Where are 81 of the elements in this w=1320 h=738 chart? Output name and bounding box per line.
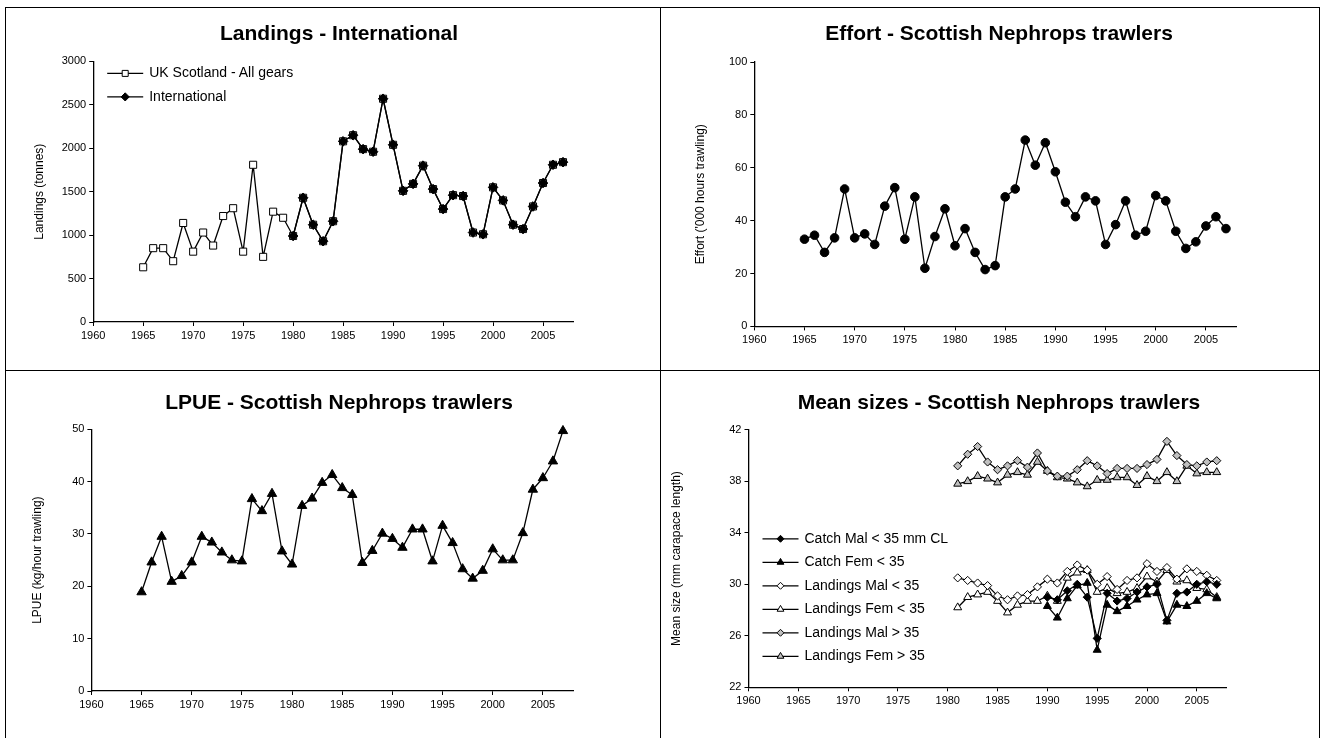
x-tick-label: 2005 — [1184, 693, 1210, 706]
y-tick-label: 80 — [735, 107, 748, 120]
y-tick-label: 0 — [741, 319, 748, 332]
y-tick-label: 38 — [729, 474, 742, 487]
chart-title: Landings - International — [219, 21, 459, 45]
y-tick-label: 3000 — [61, 54, 87, 67]
y-tick-label: 20 — [735, 266, 748, 279]
x-tick-label: 1970 — [179, 697, 204, 710]
x-tick-label: 1960 — [736, 693, 761, 706]
x-tick-label: 1965 — [130, 328, 156, 341]
y-axis-title: Mean size (mm carapace length) — [669, 471, 684, 646]
y-tick-label: 1000 — [61, 228, 87, 241]
y-tick-label: 2500 — [61, 97, 87, 110]
x-tick-label: 1975 — [892, 333, 918, 346]
x-tick-label: 1960 — [80, 328, 106, 341]
y-tick-label: 1500 — [61, 184, 87, 197]
y-tick-label: 22 — [729, 680, 742, 693]
y-axis-title: Landings (tonnes) — [31, 143, 46, 240]
legend-label: International — [149, 87, 227, 104]
x-tick-label: 1985 — [330, 328, 356, 341]
x-tick-label: 1990 — [380, 328, 406, 341]
x-tick-label: 1995 — [430, 328, 456, 341]
x-tick-label: 1990 — [1035, 693, 1060, 706]
x-tick-label: 1975 — [229, 697, 255, 710]
y-tick-label: 30 — [729, 577, 742, 590]
x-tick-label: 1970 — [835, 693, 861, 706]
y-tick-label: 500 — [67, 271, 87, 284]
x-tick-label: 1990 — [380, 697, 405, 710]
x-tick-label: 1995 — [1084, 693, 1110, 706]
x-tick-label: 1990 — [1043, 333, 1068, 346]
y-tick-label: 40 — [72, 474, 85, 487]
x-tick-label: 2005 — [530, 328, 556, 341]
y-tick-label: 34 — [729, 525, 742, 538]
y-tick-label: 10 — [72, 631, 85, 644]
legend-label: Catch Fem < 35 — [804, 553, 905, 570]
legend-label: Landings Fem > 35 — [804, 647, 925, 664]
x-tick-label: 1970 — [180, 328, 206, 341]
x-tick-label: 1985 — [329, 697, 355, 710]
chart-title: Mean sizes - Scottish Nephrops trawlers — [796, 390, 1202, 414]
y-tick-label: 60 — [735, 160, 748, 173]
legend-label: Landings Mal > 35 — [804, 623, 920, 640]
legend-label: UK Scotland - All gears — [149, 64, 294, 81]
legend-label: Catch Mal < 35 mm CL — [804, 529, 949, 546]
x-tick-label: 1965 — [792, 333, 817, 346]
y-tick-label: 50 — [72, 422, 85, 435]
legend-label: Landings Fem < 35 — [804, 600, 925, 617]
x-tick-label: 2000 — [480, 697, 505, 710]
x-tick-label: 1980 — [942, 333, 968, 346]
x-tick-label: 1980 — [279, 697, 305, 710]
chart-title: LPUE - Scottish Nephrops trawlers — [164, 390, 514, 414]
legend-label: Landings Mal < 35 — [804, 576, 920, 593]
y-tick-label: 0 — [78, 684, 85, 697]
x-tick-label: 1970 — [842, 333, 867, 346]
x-tick-label: 1965 — [786, 693, 811, 706]
y-tick-label: 2000 — [61, 141, 87, 154]
y-axis-title: LPUE (kg/hour trawling) — [29, 496, 44, 624]
x-tick-label: 2000 — [480, 328, 506, 341]
x-tick-label: 1985 — [992, 333, 1018, 346]
y-tick-label: 26 — [729, 628, 742, 641]
x-tick-label: 1995 — [1093, 333, 1118, 346]
y-tick-label: 40 — [735, 213, 748, 226]
x-tick-label: 1985 — [985, 693, 1010, 706]
x-tick-label: 2000 — [1134, 693, 1160, 706]
y-tick-label: 30 — [72, 527, 85, 540]
x-tick-label: 1980 — [935, 693, 960, 706]
y-tick-label: 42 — [729, 422, 742, 435]
x-tick-label: 2005 — [530, 697, 556, 710]
x-tick-label: 1980 — [280, 328, 306, 341]
x-tick-label: 1995 — [430, 697, 455, 710]
x-tick-label: 1960 — [742, 333, 767, 346]
x-tick-label: 2005 — [1193, 333, 1219, 346]
y-axis-title: Effort ('000 hours trawling) — [692, 124, 707, 265]
x-tick-label: 1975 — [230, 328, 256, 341]
y-tick-label: 20 — [72, 579, 85, 592]
y-tick-label: 100 — [728, 55, 748, 68]
y-tick-label: 0 — [80, 315, 87, 328]
x-tick-label: 1960 — [79, 697, 104, 710]
chart-title: Effort - Scottish Nephrops trawlers — [824, 21, 1174, 45]
x-tick-label: 1975 — [885, 693, 911, 706]
x-tick-label: 1965 — [129, 697, 154, 710]
x-tick-label: 2000 — [1143, 333, 1168, 346]
